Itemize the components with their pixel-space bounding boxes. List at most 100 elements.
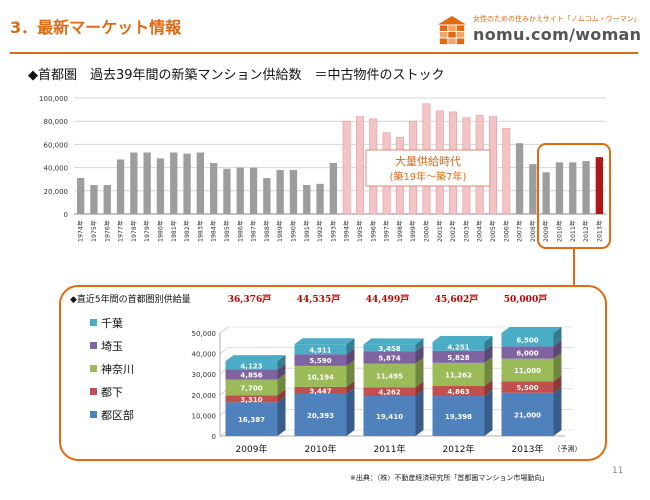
x-tick-label: 1986年 (236, 220, 244, 242)
bar (515, 143, 524, 214)
depth-line (219, 326, 229, 334)
bar (116, 159, 125, 214)
x-tick-label: 1977年 (117, 220, 125, 242)
x-tick-label: 2002年 (449, 220, 457, 242)
segment-side (277, 389, 286, 403)
bar-top (363, 338, 424, 345)
y-tick-label: 80,000 (44, 118, 69, 126)
segment-value-label: 5,874 (378, 355, 400, 363)
x-tick-label: 1993年 (329, 220, 337, 242)
x-tick-label: 2006年 (502, 220, 510, 242)
stack-segment (501, 392, 554, 436)
legend-swatch (90, 342, 97, 349)
legend-swatch (90, 388, 97, 395)
y-tick-label: 100,000 (39, 95, 68, 103)
segment-side (415, 381, 424, 397)
x-tick-label: 1991年 (303, 220, 311, 242)
annotation-box: 大量供給時代 (築19年～築7年) (365, 149, 491, 187)
stack-segment (501, 381, 554, 393)
x-tick-label: 2004年 (476, 220, 484, 242)
stack-segment (294, 354, 347, 366)
stack-segment (363, 363, 416, 388)
bar (303, 185, 311, 214)
bar-top (432, 336, 493, 343)
segment-side (346, 338, 355, 355)
stack-segment (432, 396, 485, 436)
annotation-line2: (築19年～築7年) (390, 170, 467, 183)
segment-value-label: 4,251 (447, 343, 469, 351)
stack-segment (225, 402, 278, 436)
x-tick-label: 1989年 (276, 220, 284, 242)
x-tick-label: 2010年 (305, 443, 337, 455)
x-tick-label: 2000年 (422, 220, 430, 242)
bar (595, 157, 604, 214)
x-tick-label: 2003年 (462, 220, 470, 242)
legend-label: 都下 (101, 386, 123, 399)
segment-value-label: 20,393 (307, 412, 334, 420)
stack-segment (225, 379, 278, 396)
x-tick-label: 1975年 (90, 220, 98, 242)
stack-segment (432, 342, 485, 351)
stack-segment (225, 369, 278, 380)
x-tick-label: 2001年 (436, 220, 444, 242)
bar (329, 162, 338, 214)
x-tick-label: 1990年 (289, 220, 297, 242)
segment-side (484, 390, 493, 436)
bar (263, 178, 271, 214)
legend-swatch (90, 319, 97, 326)
y-tick-label: 60,000 (44, 141, 69, 149)
segment-side (346, 359, 355, 387)
segment-side (553, 352, 562, 382)
forecast-note: （予測） (554, 444, 582, 453)
segment-side (277, 373, 286, 396)
y-tick-label: 40,000 (44, 165, 69, 173)
stack-segment (501, 358, 554, 382)
x-tick-label: 2009年 (236, 443, 268, 455)
segment-value-label: 5,828 (447, 354, 469, 362)
x-tick-label: 2011年 (374, 443, 406, 455)
panel-title: ◆直近5年間の首都圏別供給量 (70, 293, 191, 305)
house-grid-icon (437, 16, 467, 45)
segment-value-label: 3,458 (378, 345, 400, 353)
stack-segment (432, 362, 485, 387)
bar (355, 116, 364, 215)
segment-value-label: 3,310 (240, 396, 262, 404)
x-tick-label: 1996年 (369, 220, 377, 242)
legend-label: 埼玉 (101, 339, 123, 353)
segment-side (277, 355, 286, 370)
bar (502, 127, 511, 215)
segment-side (484, 336, 493, 351)
segment-side (415, 357, 424, 388)
segment-side (553, 375, 562, 393)
stack-segment (294, 393, 347, 436)
x-tick-label: 1988年 (263, 220, 271, 242)
bar-top (501, 327, 562, 333)
logo-wordmark: nomu.com/woman (473, 25, 641, 44)
stack-segment (225, 361, 278, 370)
page-number: 11 (612, 466, 624, 476)
stack-segment (363, 396, 416, 436)
bar (156, 158, 165, 214)
segment-value-label: 19,410 (376, 413, 403, 421)
bar (90, 185, 98, 214)
x-tick-label: 2008年 (529, 220, 537, 242)
x-tick-label: 2010年 (555, 220, 563, 242)
bar (130, 152, 138, 214)
segment-side (484, 380, 493, 397)
stack-segment (501, 346, 554, 359)
x-tick-label: 2007年 (516, 220, 524, 242)
x-tick-label: 2013年 (595, 220, 603, 242)
segment-side (553, 327, 562, 347)
segment-value-label: 4,123 (240, 362, 262, 370)
x-tick-label: 1980年 (156, 220, 164, 242)
bar (249, 167, 258, 214)
bar (196, 152, 205, 214)
legend-label: 千葉 (101, 316, 123, 330)
stack-segment (432, 350, 485, 363)
title-underline (10, 52, 638, 54)
bar (569, 162, 577, 214)
segment-value-label: 4,911 (309, 346, 331, 354)
y-tick-label: 0 (64, 211, 68, 219)
section-title: 3．最新マーケット情報 (10, 18, 182, 37)
segment-value-label: 4,262 (378, 389, 400, 397)
